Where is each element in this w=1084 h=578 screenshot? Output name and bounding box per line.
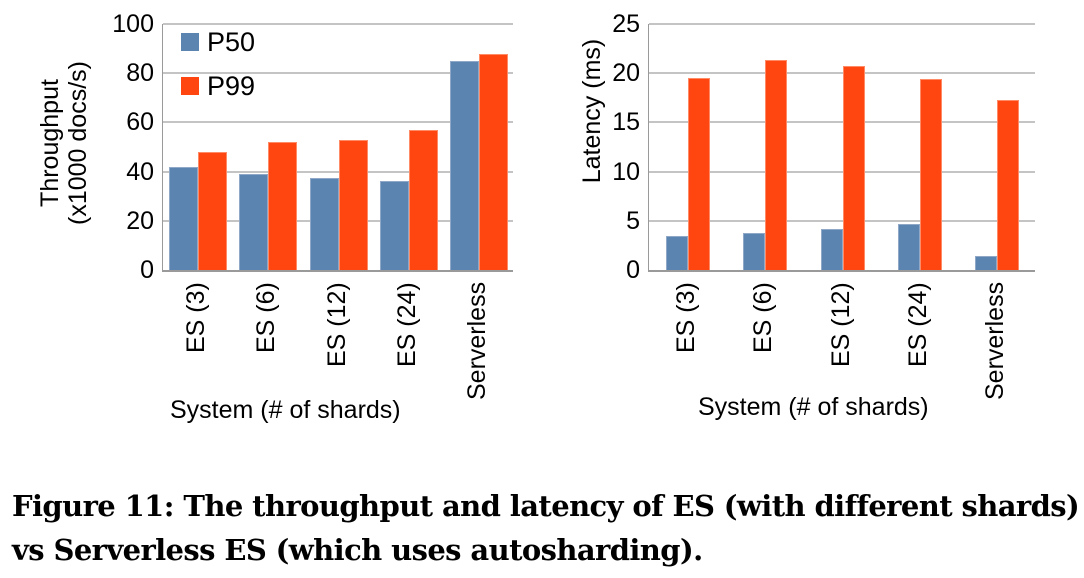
y-tick-label: 5 <box>626 206 640 235</box>
y-tick-label: 40 <box>126 157 154 186</box>
x-tick-label: ES (3) <box>671 282 700 353</box>
latency-plot-area <box>648 23 1035 272</box>
bar-p50-es-3 <box>665 235 688 270</box>
gridline <box>163 23 513 25</box>
y-axis-title-line-1: Throughput <box>36 79 64 207</box>
bar-p50-es-24 <box>897 223 920 270</box>
y-tick-label: 20 <box>612 59 640 88</box>
bar-p50-es-6 <box>239 174 269 270</box>
x-tick-label: ES (12) <box>322 282 351 367</box>
y-tick-label: 0 <box>626 256 640 284</box>
bar-p99-es-12 <box>338 139 368 270</box>
legend-item-p50: P50 <box>181 20 255 64</box>
bar-p99-es-3 <box>198 151 228 270</box>
legend-label-p50: P50 <box>207 26 256 57</box>
gridline <box>163 121 513 124</box>
bar-p99-es-6 <box>268 142 298 270</box>
throughput-x-axis-title: System (# of shards) <box>170 396 401 424</box>
y-tick-label: 25 <box>612 10 640 38</box>
p99-swatch-icon <box>181 77 199 95</box>
bar-p50-serverless <box>975 256 998 270</box>
bar-p50-serverless <box>449 60 479 270</box>
x-tick-label: Serverless <box>462 281 491 400</box>
y-tick-label: 60 <box>126 108 154 137</box>
x-tick-label: ES (12) <box>826 282 855 367</box>
throughput-plot-area <box>162 23 513 272</box>
y-tick-label: 80 <box>126 59 154 88</box>
bar-p50-es-3 <box>169 166 199 270</box>
x-tick-label: ES (3) <box>182 282 211 353</box>
y-tick-label: 0 <box>140 256 154 284</box>
y-tick-label: 20 <box>126 206 154 235</box>
bar-p99-serverless <box>478 53 508 270</box>
x-tick-label: ES (6) <box>252 282 281 353</box>
p50-swatch-icon <box>181 33 199 51</box>
gridline <box>163 170 513 173</box>
legend-item-p99: P99 <box>181 64 255 108</box>
x-tick-label: ES (24) <box>903 282 932 367</box>
gridline <box>649 23 1035 25</box>
bar-p50-es-6 <box>743 232 766 270</box>
y-tick-label: 15 <box>612 108 640 137</box>
gridline <box>649 72 1035 75</box>
throughput-y-axis-title: Throughput (x1000 docs/s) <box>36 38 92 248</box>
y-tick-label: 100 <box>112 10 154 38</box>
gridline <box>649 219 1035 222</box>
y-axis-title-line-2: (x1000 docs/s) <box>64 61 92 225</box>
bar-p50-es-24 <box>379 181 409 270</box>
gridline <box>649 170 1035 173</box>
x-tick-label: ES (6) <box>749 282 778 353</box>
latency-x-axis-title: System (# of shards) <box>698 393 929 421</box>
legend-label-p99: P99 <box>207 70 256 101</box>
x-tick-label: Serverless <box>981 281 1010 400</box>
bar-p99-es-24 <box>919 79 942 270</box>
bar-p99-es-24 <box>408 129 438 270</box>
legend: P50 P99 <box>181 20 255 108</box>
y-tick-label: 10 <box>612 157 640 186</box>
gridline <box>649 121 1035 124</box>
x-tick-label: ES (24) <box>392 282 421 367</box>
bar-p99-es-6 <box>765 60 788 270</box>
figure-caption: Figure 11: The throughput and latency of… <box>12 489 1080 567</box>
bar-p50-es-12 <box>820 228 843 270</box>
bar-p99-serverless <box>997 99 1020 270</box>
bar-p99-es-12 <box>842 66 865 270</box>
bar-p50-es-12 <box>309 177 339 270</box>
gridline <box>163 72 513 75</box>
bar-p99-es-3 <box>687 78 710 270</box>
